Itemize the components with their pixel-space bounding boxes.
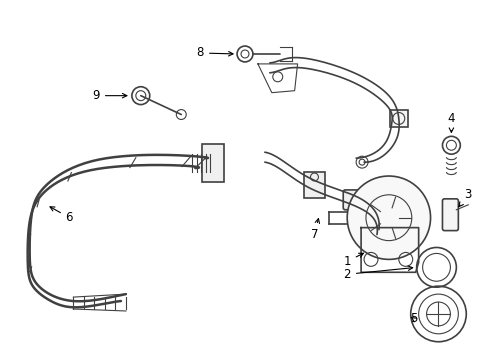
FancyBboxPatch shape (343, 190, 371, 210)
Text: 6: 6 (50, 207, 73, 224)
Text: 7: 7 (311, 219, 319, 241)
Text: 8: 8 (196, 46, 233, 59)
FancyBboxPatch shape (390, 109, 408, 127)
Text: 5: 5 (410, 312, 417, 325)
Text: 3: 3 (459, 188, 472, 207)
FancyBboxPatch shape (303, 172, 325, 198)
FancyBboxPatch shape (202, 144, 224, 182)
Text: 1: 1 (343, 253, 364, 268)
Text: 9: 9 (93, 89, 127, 102)
Text: 2: 2 (343, 266, 413, 281)
FancyBboxPatch shape (442, 199, 458, 231)
Circle shape (347, 176, 431, 260)
Text: 4: 4 (448, 112, 455, 132)
